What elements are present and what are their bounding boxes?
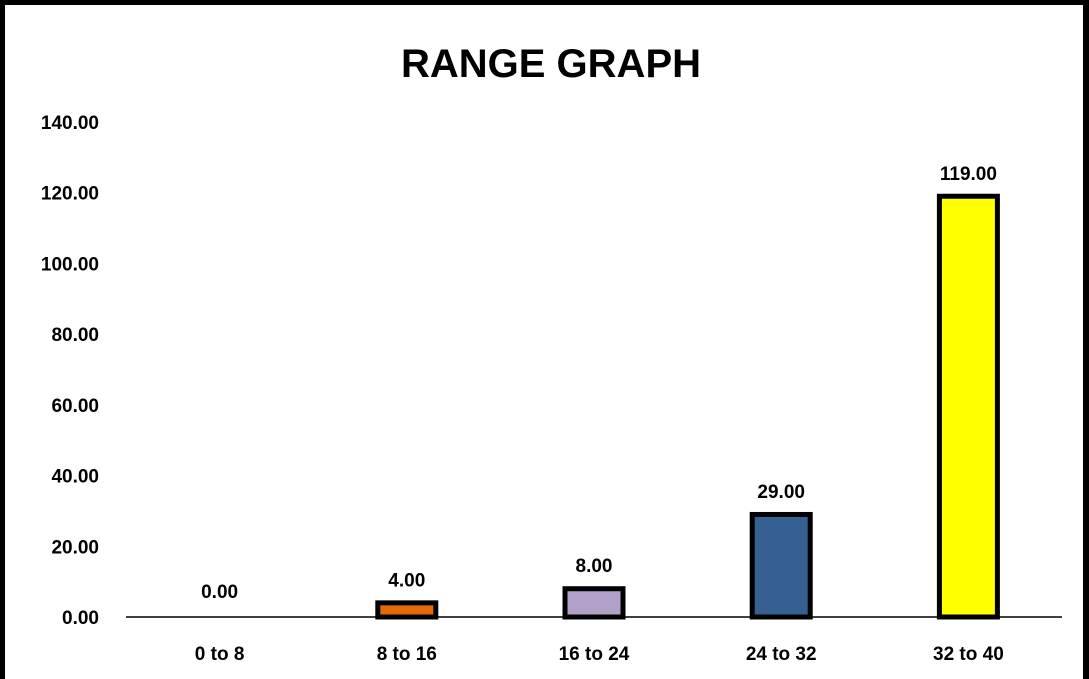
data-label: 4.00 [388, 570, 425, 591]
y-tick-label: 60.00 [51, 396, 99, 417]
x-axis-ticks: 0 to 8 8 to 16 16 to 24 24 to 32 32 to 40 [195, 644, 1004, 665]
y-tick-label: 120.00 [41, 184, 99, 205]
bar-5 [936, 193, 1000, 620]
y-tick-label: 80.00 [51, 325, 99, 346]
data-label: 8.00 [576, 556, 613, 577]
x-tick-label: 0 to 8 [195, 644, 245, 665]
x-tick-label: 24 to 32 [746, 644, 817, 665]
y-tick-label: 100.00 [41, 254, 99, 275]
y-tick-label: 40.00 [51, 467, 99, 488]
data-label: 29.00 [757, 482, 805, 503]
chart-title: RANGE GRAPH [401, 42, 701, 86]
y-tick-label: 140.00 [41, 113, 99, 134]
y-axis-ticks: 0.00 20.00 40.00 60.00 80.00 100.00 120.00 140.… [41, 113, 99, 629]
y-tick-label: 0.00 [62, 608, 99, 629]
data-labels: 0.00 4.00 8.00 29.00 119.00 [201, 164, 997, 603]
bar-2 [375, 600, 439, 620]
bar-3 [562, 586, 626, 620]
data-label: 119.00 [940, 164, 997, 185]
x-tick-label: 32 to 40 [933, 644, 1004, 665]
x-tick-label: 16 to 24 [559, 644, 630, 665]
bars [375, 193, 1000, 620]
bar-4 [749, 511, 813, 620]
y-tick-label: 20.00 [51, 537, 99, 558]
data-label: 0.00 [201, 582, 238, 603]
x-tick-label: 8 to 16 [377, 644, 437, 665]
